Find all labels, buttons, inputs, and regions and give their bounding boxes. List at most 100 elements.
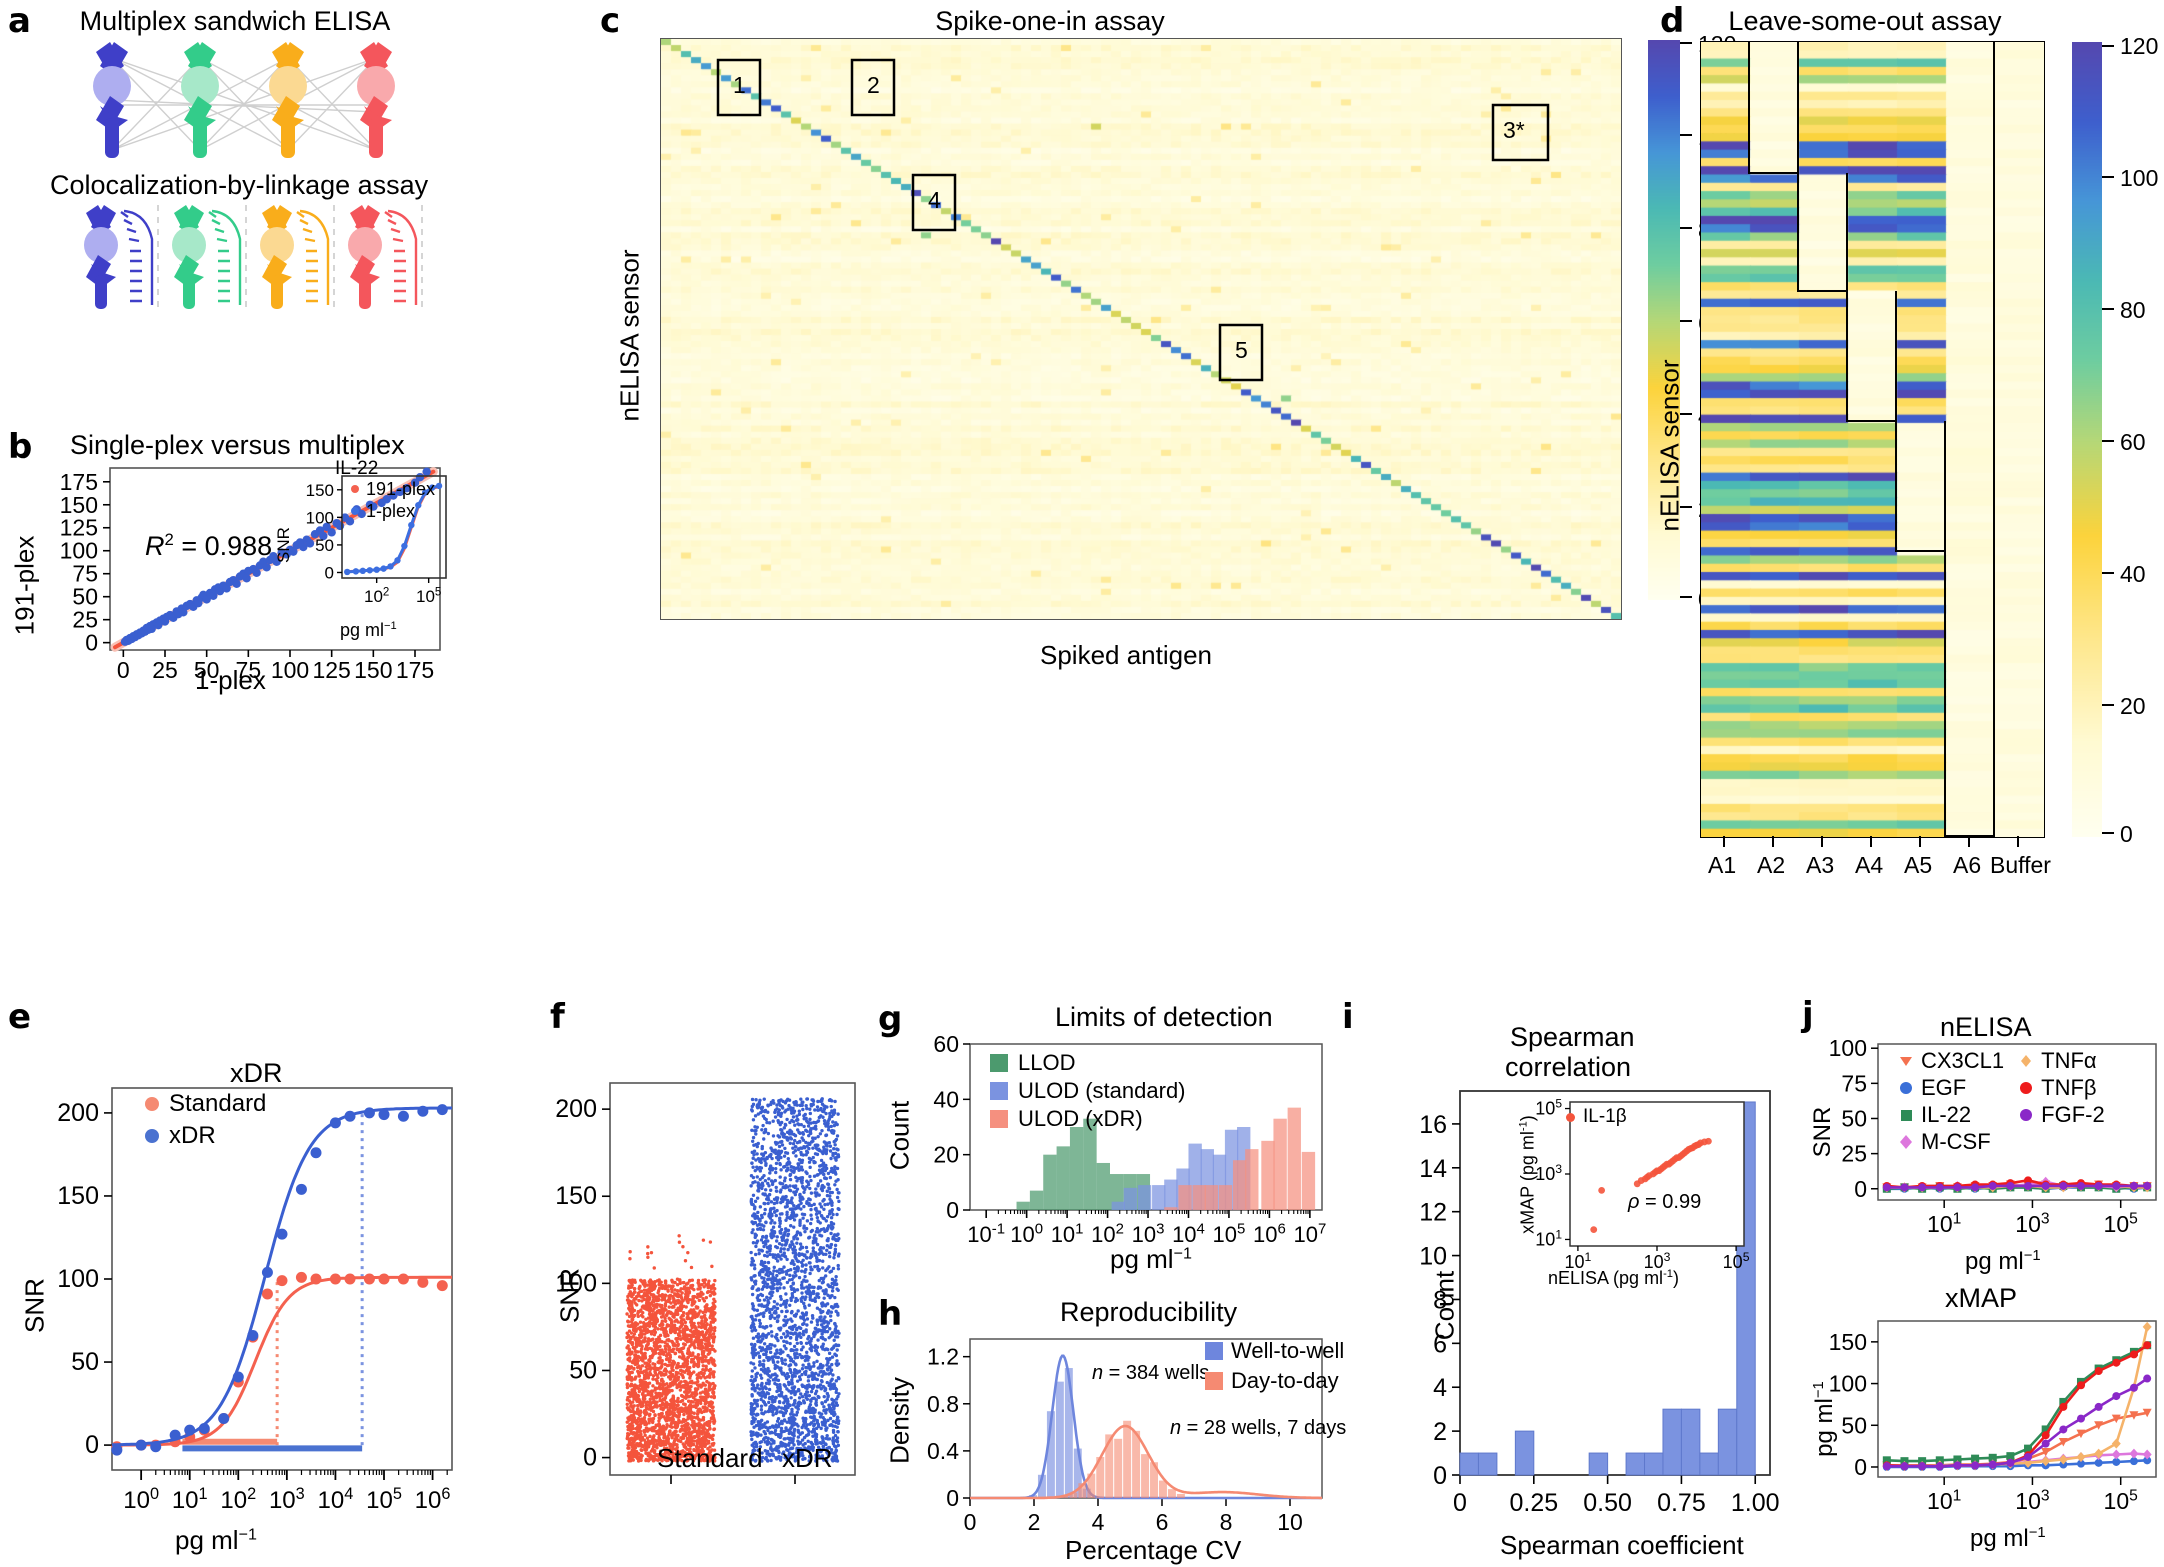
panel-c: c Spike-one-in assay 1 2 3* 4 5 nELISA s… (600, 0, 1736, 700)
svg-text:150: 150 (555, 1182, 597, 1210)
legend-marker-fgf2 (2020, 1109, 2033, 1121)
panel-a-cbl-diagram (84, 205, 423, 310)
cbl-unit-1 (84, 205, 154, 309)
panel-b-r2-annotation: R2 = 0.988 (145, 530, 273, 561)
svg-text:150: 150 (306, 481, 334, 500)
svg-text:100: 100 (57, 1265, 99, 1293)
panel-i-title-line1: Spearman (1510, 1022, 1635, 1052)
crosslink-lines (111, 57, 377, 151)
svg-text:100: 100 (271, 657, 309, 683)
panel-e-legend-swatch-standard (145, 1097, 159, 1111)
svg-text:125: 125 (60, 515, 98, 541)
svg-text:105: 105 (416, 587, 441, 606)
panel-g-title: Limits of detection (1055, 1002, 1273, 1032)
svg-text:50: 50 (72, 584, 98, 610)
panel-j-legend-label-mcsf: M-CSF (1921, 1129, 1991, 1154)
legend-marker-egf (1900, 1082, 1912, 1094)
panel-b-letter: b (8, 427, 33, 467)
svg-text:103: 103 (269, 1485, 305, 1514)
panel-d-xtick-a2: A2 (1757, 852, 1786, 878)
panel-b: b Single-plex versus multiplex R2 = 0.98… (0, 300, 450, 700)
panel-g: g Limits of detection 0 20 40 60 10-1 100 101 1… (870, 990, 1330, 1280)
panel-i-inset: 101 101 103 103 105 105 xMAP (pg ml-1) nELISA… (1508, 1096, 1750, 1296)
svg-text:25: 25 (152, 657, 178, 683)
svg-text:150: 150 (354, 657, 392, 683)
svg-text:50: 50 (315, 536, 334, 555)
panel-b-title: Single-plex versus multiplex (70, 430, 405, 460)
panel-g-legend-label-ulod-std: ULOD (standard) (1018, 1078, 1186, 1103)
svg-text:50: 50 (194, 657, 220, 683)
svg-text:0: 0 (85, 630, 98, 656)
svg-text:191-plex: 191-plex (366, 479, 435, 499)
svg-text:175: 175 (396, 657, 434, 683)
svg-text:0: 0 (85, 1431, 99, 1459)
panel-h-title: Reproducibility (1060, 1297, 1238, 1327)
panel-d-xtick-a6: A6 (1953, 852, 1982, 878)
svg-text:50: 50 (71, 1348, 99, 1376)
svg-text:104: 104 (318, 1485, 354, 1514)
panel-i-inset-legend: IL-1β (1566, 1106, 1627, 1128)
svg-text:106: 106 (415, 1485, 451, 1514)
panel-j-legend: CX3CL1 TNFα EGF TNFβ IL-22 FGF-2 M-CSF (1898, 1048, 2105, 1155)
panel-c-xlabel: Spiked antigen (1040, 640, 1213, 670)
panel-h-legend-label-dtd: Day-to-day (1231, 1368, 1339, 1393)
panel-d-cbar-tick-20: 20 (2120, 693, 2146, 719)
svg-text:0: 0 (117, 657, 130, 683)
panel-c-box-label-5: 5 (1235, 337, 1248, 363)
panel-d-xtick-a3: A3 (1806, 852, 1835, 878)
panel-h-legend-swatch-dtd (1205, 1372, 1223, 1390)
panel-i-letter: i (1342, 997, 1354, 1037)
panel-h: h Reproducibility 0 0.4 0.8 1.2 0 2 4 6 8 10 Dens… (870, 1275, 1346, 1567)
panel-g-xlabel: pg ml−1 (1110, 1244, 1192, 1274)
panel-i: i Spearman correlation 0 2 4 6 8 10 12 14 16 0 0.2… (1330, 990, 1800, 1567)
panel-c-box-label-1: 1 (733, 72, 746, 98)
panel-c-box-label-3: 3* (1503, 117, 1525, 143)
panel-j-title-top: nELISA (1940, 1012, 2032, 1042)
panel-g-legend-swatch-ulod-xdr (990, 1110, 1008, 1128)
legend-marker-cx3cl1 (1900, 1057, 1912, 1066)
panel-a-title-2: Colocalization-by-linkage assay (50, 170, 429, 200)
panel-i-inset-legend-dot (1566, 1112, 1575, 1122)
panel-d: d Leave-some-out assay A1 A2 A3 A4 A5 A6… (1620, 0, 2164, 900)
panel-j-top-xlabel: pg ml−1 (1965, 1248, 2041, 1275)
panel-h-xlabel: Percentage CV (1065, 1535, 1242, 1565)
panel-b-inset: IL-22 0 50 100 150 102 105 191-plex 1-plex SNR … (274, 458, 450, 645)
panel-j-legend-label-egf: EGF (1921, 1075, 1967, 1100)
panel-e-legend-label-standard: Standard (169, 1090, 267, 1117)
legend-marker-il22 (1901, 1110, 1912, 1121)
panel-f: f 0 50 100 150 200 SNR Standard xDR (455, 990, 865, 1567)
panel-d-letter: d (1660, 1, 1685, 41)
cbl-unit-4 (348, 205, 418, 309)
legend-marker-mcsf (1900, 1135, 1912, 1149)
panel-j-title-bottom: xMAP (1945, 1283, 2018, 1313)
panel-h-annotation-2: n = 28 wells, 7 days (1170, 1417, 1347, 1439)
panel-h-letter: h (878, 1294, 903, 1334)
legend-marker-tnfa (2021, 1055, 2032, 1067)
svg-text:0: 0 (583, 1444, 597, 1472)
panel-i-title-line2: correlation (1505, 1052, 1632, 1082)
svg-text:100: 100 (306, 508, 334, 527)
panel-d-cbar-tick-40: 40 (2120, 561, 2146, 587)
panel-j-legend-label-tnfb: TNFβ (2041, 1075, 2097, 1100)
svg-text:175: 175 (60, 469, 98, 495)
legend-marker-tnfb (2020, 1082, 2033, 1094)
cbl-unit-2 (172, 205, 242, 309)
svg-text:100: 100 (123, 1485, 159, 1514)
panel-d-xticks (1723, 836, 2019, 847)
panel-e-legend: Standard xDR (145, 1090, 266, 1150)
panel-e-title: xDR (230, 1058, 283, 1088)
panel-j-legend-label-cx3cl1: CX3CL1 (1921, 1048, 2005, 1073)
panel-h-legend-swatch-wtw (1205, 1342, 1223, 1360)
panel-d-cbar-tick-60: 60 (2120, 429, 2146, 455)
panel-d-cbar-tick-100: 100 (2120, 165, 2159, 191)
panel-d-cbar-tick-120: 120 (2120, 33, 2159, 59)
panel-a-title-1: Multiplex sandwich ELISA (79, 6, 391, 36)
svg-text:102: 102 (220, 1485, 256, 1514)
panel-e-letter: e (8, 997, 32, 1037)
panel-c-box-label-2: 2 (867, 72, 880, 98)
panel-d-ylabel: nELISA sensor (1654, 359, 1685, 532)
panel-e: e xDR 0 50 100 150 200 100 101 102 103 104 105 106 … (0, 990, 460, 1567)
panel-d-cbar-tick-80: 80 (2120, 297, 2146, 323)
panel-a-diagram (93, 42, 395, 158)
